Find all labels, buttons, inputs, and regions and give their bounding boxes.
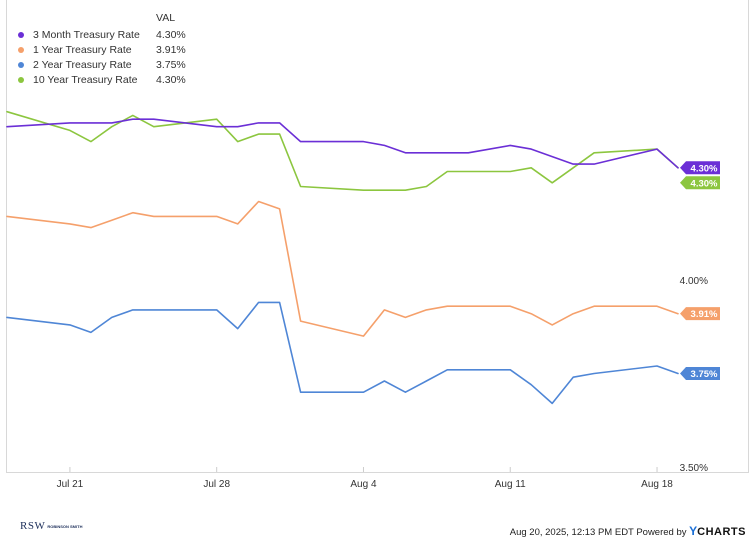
chart-frame <box>6 0 749 473</box>
end-value-tag-2-year-treasury-rate <box>680 367 720 380</box>
y-tick-label: 3.50% <box>680 463 708 474</box>
legend-item-2-year[interactable]: 2 Year Treasury Rate 3.75% <box>18 57 186 72</box>
end-value-tag-3-month-treasury-rate <box>680 161 720 175</box>
logo-subtext: ROBINSON SMITH <box>47 523 83 529</box>
x-tick-label: Aug 4 <box>350 479 377 490</box>
legend-item-3-month[interactable]: 3 Month Treasury Rate 4.30% <box>18 27 186 42</box>
legend-marker-2-year <box>18 61 24 68</box>
line-chart: Jul 21 Jul 28 Aug 4 Aug 11 Aug 18 4.00% 3.50% 4… <box>6 110 720 490</box>
x-tick-label: Jul 21 <box>57 479 84 490</box>
footer: RSW ROBINSON SMITH Aug 20, 2025, 12:13 P… <box>20 520 746 540</box>
legend-item-10-year[interactable]: 10 Year Treasury Rate 4.30% <box>18 72 186 87</box>
rsw-logo: RSW ROBINSON SMITH <box>20 520 82 532</box>
end-value-label-3-month-treasury-rate: 4.30% <box>691 163 718 174</box>
credit-line: Aug 20, 2025, 12:13 PM EDT Powered by YC… <box>510 524 746 538</box>
legend-value-1-year: 3.91% <box>156 43 186 56</box>
legend-value-3-month: 4.30% <box>156 28 186 41</box>
series-line-3-month-treasury-rate <box>6 118 679 169</box>
x-tick-label: Aug 11 <box>495 479 526 490</box>
legend-label-1-year: 1 Year Treasury Rate <box>33 43 132 56</box>
end-value-tag-10-year-treasury-rate <box>680 176 720 190</box>
legend-marker-3-month <box>18 31 24 38</box>
legend-item-1-year[interactable]: 1 Year Treasury Rate 3.91% <box>18 42 186 57</box>
logo-mark: RSW <box>20 520 46 532</box>
end-value-label-10-year-treasury-rate: 4.30% <box>691 178 718 189</box>
legend-marker-10-year <box>18 76 24 83</box>
end-value-label-2-year-treasury-rate: 3.75% <box>691 369 718 380</box>
legend-marker-1-year <box>18 46 24 53</box>
x-tick-label: Aug 18 <box>641 479 673 490</box>
x-tick-label: Jul 28 <box>203 479 230 490</box>
end-value-label-1-year-treasury-rate: 3.91% <box>691 309 718 320</box>
ycharts-y-mark: Y <box>689 524 698 538</box>
end-value-tag-1-year-treasury-rate <box>680 307 720 321</box>
y-tick-label: 4.00% <box>680 276 708 287</box>
legend-header: VAL <box>156 12 176 24</box>
ycharts-brand: CHARTS <box>697 526 746 538</box>
legend-value-10-year: 4.30% <box>156 73 186 86</box>
timestamp-credit: Aug 20, 2025, 12:13 PM EDT Powered by <box>509 527 690 538</box>
series-line-2-year-treasury-rate <box>6 301 679 405</box>
legend-label-3-month: 3 Month Treasury Rate <box>33 28 140 41</box>
series-line-1-year-treasury-rate <box>6 200 679 337</box>
legend-label-10-year: 10 Year Treasury Rate <box>33 73 138 86</box>
legend-value-2-year: 3.75% <box>156 58 186 71</box>
legend-label-2-year: 2 Year Treasury Rate <box>33 58 132 71</box>
